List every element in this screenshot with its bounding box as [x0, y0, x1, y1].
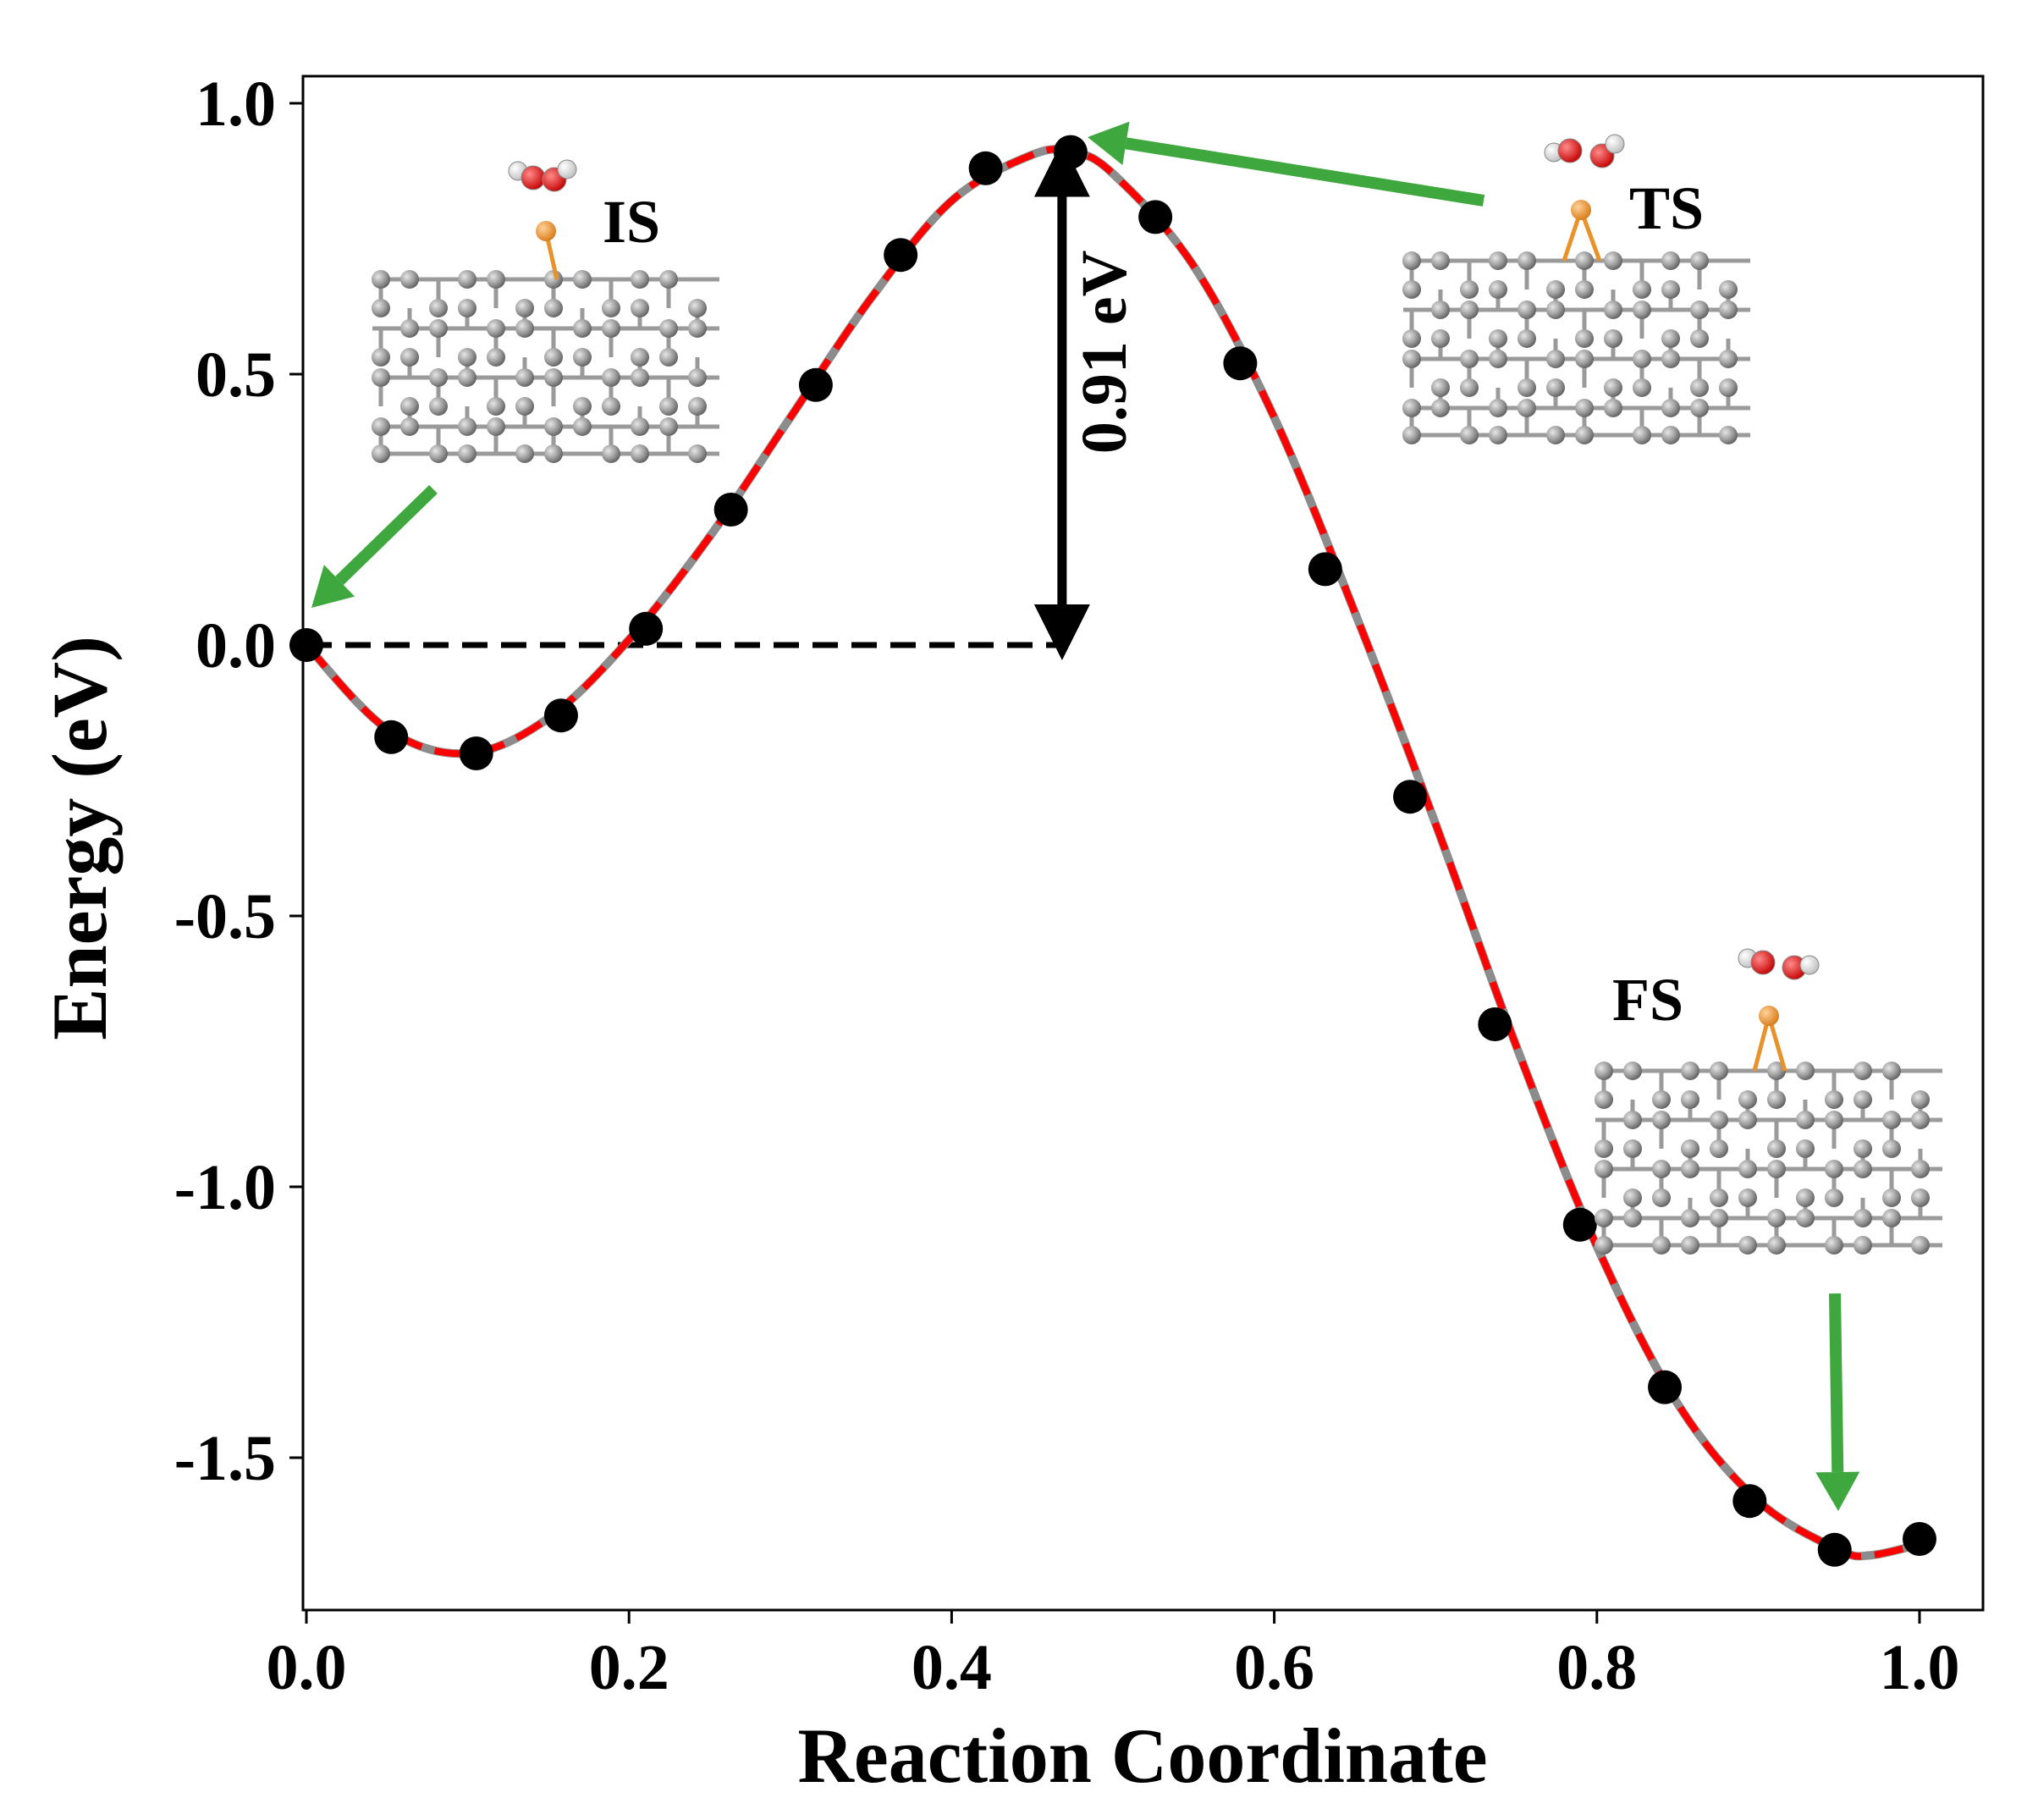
- y-tick-label: 0.5: [196, 339, 276, 411]
- data-point: [1053, 135, 1088, 169]
- x-axis-title: Reaction Coordinate: [797, 1712, 1487, 1799]
- data-point: [1732, 1484, 1767, 1519]
- x-tick-label: 0.4: [912, 1632, 992, 1703]
- ts-structure-icon: [1402, 134, 1750, 444]
- x-tick-label: 0.2: [589, 1632, 669, 1703]
- data-point: [289, 628, 323, 662]
- fitted-curve-dashed: [304, 146, 1920, 1560]
- data-point: [459, 736, 493, 770]
- x-tick-label: 1.0: [1880, 1632, 1960, 1703]
- y-tick-label: -1.5: [174, 1423, 276, 1494]
- ts-pointer-arrow: [1088, 121, 1485, 207]
- y-tick-label: -0.5: [174, 881, 276, 952]
- fs-pointer-arrow: [1815, 1293, 1860, 1511]
- data-point: [798, 367, 833, 402]
- x-axis-ticks: 0.0 0.2 0.4 0.6 0.8 1.0: [267, 1610, 1960, 1703]
- data-point: [629, 611, 664, 646]
- x-tick-label: 0.8: [1556, 1632, 1637, 1703]
- is-pointer-arrow: [311, 484, 438, 608]
- plot-frame: [301, 74, 1985, 1612]
- data-point: [1903, 1522, 1936, 1556]
- metal-atom-icon: [1571, 200, 1591, 220]
- data-point: [543, 698, 578, 733]
- data-point: [1478, 1007, 1512, 1041]
- structure-illustrations: [372, 134, 1942, 1255]
- data-point: [1308, 552, 1342, 587]
- data-point: [1817, 1532, 1852, 1567]
- y-axis-title: Energy (eV): [36, 636, 123, 1040]
- data-point: [1562, 1207, 1597, 1242]
- data-point: [1648, 1370, 1683, 1404]
- data-point: [713, 493, 748, 527]
- data-point: [374, 720, 409, 754]
- metal-atom-icon: [536, 221, 556, 241]
- data-point: [1393, 780, 1428, 814]
- y-tick-label: 0.0: [196, 610, 276, 681]
- data-point: [884, 238, 918, 273]
- ts-label: TS: [1629, 174, 1704, 242]
- is-structure-icon: [372, 159, 719, 463]
- barrier-label: 0.91 eV: [1069, 250, 1140, 454]
- y-tick-label: -1.0: [174, 1152, 276, 1223]
- fs-label: FS: [1612, 966, 1683, 1034]
- y-axis-ticks: 1.0 0.5 0.0 -0.5 -1.0 -1.5: [174, 69, 303, 1494]
- data-point: [968, 151, 1003, 185]
- state-pointer-arrows: [311, 121, 1860, 1511]
- metal-atom-icon: [1759, 1006, 1779, 1026]
- is-label: IS: [603, 188, 660, 256]
- x-tick-label: 0.6: [1234, 1632, 1314, 1703]
- x-tick-label: 0.0: [267, 1632, 347, 1703]
- data-point: [1138, 200, 1173, 234]
- data-point: [1223, 346, 1258, 381]
- y-tick-label: 1.0: [196, 69, 276, 140]
- fs-structure-icon: [1595, 948, 1942, 1255]
